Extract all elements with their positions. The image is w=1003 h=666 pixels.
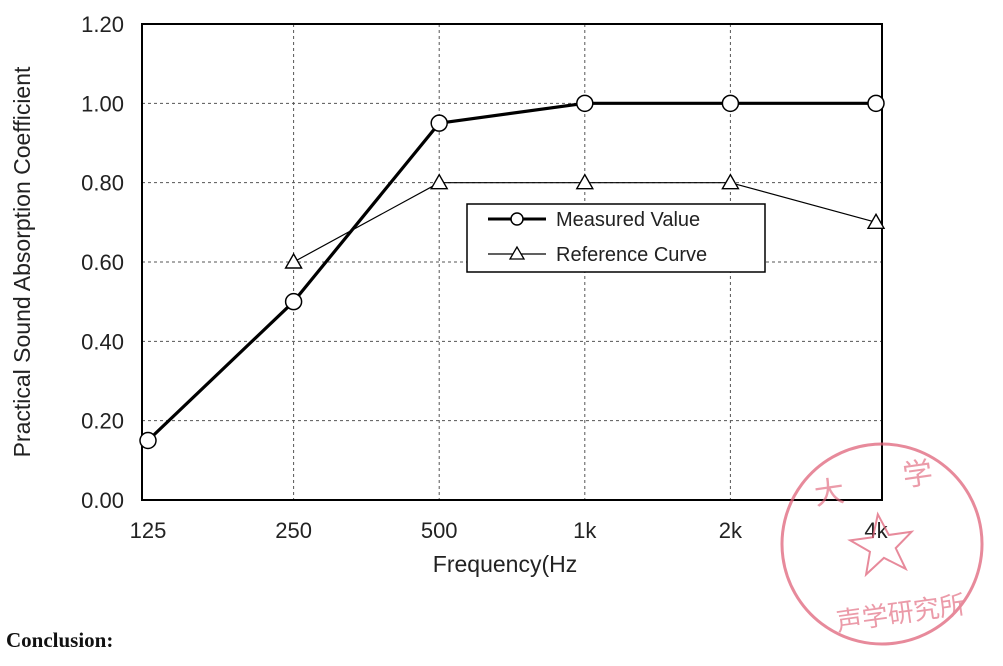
measured-value-point	[430, 114, 448, 132]
x-tick-label: 2k	[719, 518, 743, 543]
x-axis-label: Frequency(Hz	[433, 551, 577, 577]
conclusion-label: Conclusion:	[6, 628, 114, 652]
svg-text:学: 学	[901, 456, 935, 493]
svg-text:声学研究所: 声学研究所	[834, 589, 967, 637]
reference-curve-point	[866, 212, 886, 230]
y-axis-ticks: 0.00 0.20 0.40 0.60 0.80 1.00 1.20	[81, 12, 124, 513]
y-tick-label: 0.00	[81, 488, 124, 513]
x-tick-label: 1k	[573, 518, 597, 543]
reference-curve-point	[429, 173, 449, 190]
measured-value-point	[576, 94, 594, 113]
x-tick-label: 250	[275, 518, 312, 543]
y-tick-label: 0.40	[81, 329, 124, 354]
institute-seal-stamp: 大 学 声学研究所	[780, 442, 984, 646]
x-tick-label: 500	[421, 518, 458, 543]
legend-reference-marker	[508, 245, 526, 260]
y-axis-label: Practical Sound Absorption Coefficient	[9, 66, 35, 457]
y-tick-label: 0.20	[81, 409, 124, 434]
absorption-chart: 0.00 0.20 0.40 0.60 0.80 1.00 1.20 125 250 500 1k…	[9, 12, 889, 577]
y-tick-label: 0.60	[81, 250, 124, 275]
legend-reference-label: Reference Curve	[556, 244, 707, 266]
measured-value-line	[146, 101, 876, 442]
reference-curve-point	[284, 252, 303, 269]
series	[139, 94, 886, 450]
y-tick-label: 1.20	[81, 12, 124, 37]
legend-measured-label: Measured Value	[556, 209, 700, 231]
svg-text:大: 大	[812, 475, 846, 512]
y-tick-label: 1.00	[81, 91, 124, 116]
measured-value-point	[284, 292, 303, 311]
reference-curve-point	[575, 173, 595, 190]
measured-value-point	[139, 431, 157, 450]
measured-value-point	[721, 94, 740, 113]
y-tick-label: 0.80	[81, 171, 124, 196]
reference-curve-point	[721, 173, 740, 190]
plot-frame	[141, 23, 883, 501]
x-tick-label: 125	[130, 518, 167, 543]
legend-measured-marker	[510, 212, 524, 226]
legend: Measured Value Reference Curve	[466, 203, 766, 273]
measured-value-point	[867, 94, 885, 113]
